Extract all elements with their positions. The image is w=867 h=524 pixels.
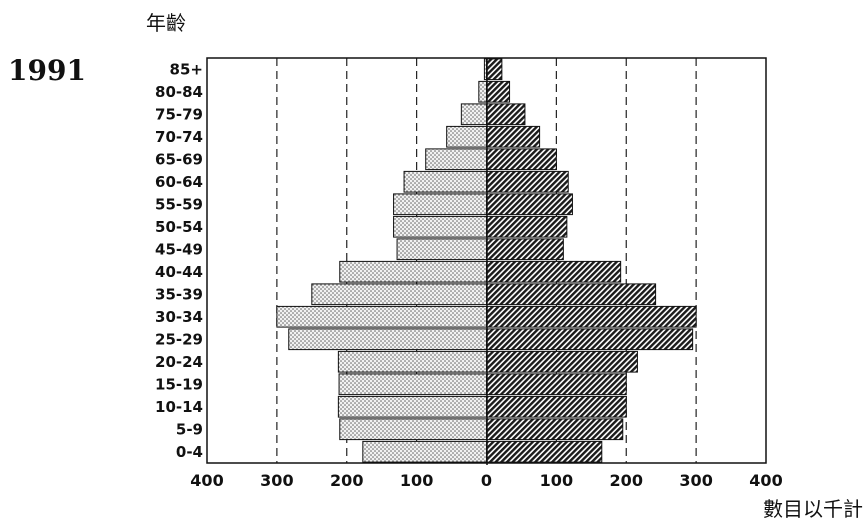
bar-right-40-44 bbox=[486, 260, 622, 283]
bar-right-60-64 bbox=[486, 170, 569, 193]
y-tick-label: 85+ bbox=[170, 60, 203, 78]
bar-left-10-14 bbox=[337, 395, 487, 418]
bar-right-55-59 bbox=[486, 193, 573, 216]
bar-right-10-14 bbox=[486, 395, 627, 418]
y-tick-label: 55-59 bbox=[155, 195, 203, 213]
bar-right-80-84 bbox=[486, 80, 511, 103]
year-label: 1991 bbox=[8, 54, 86, 87]
y-tick-label: 15-19 bbox=[155, 375, 203, 393]
bar-left-60-64 bbox=[403, 170, 487, 193]
x-tick-label: 300 bbox=[260, 471, 293, 490]
x-tick-label: 200 bbox=[610, 471, 643, 490]
bars-group bbox=[276, 58, 697, 463]
bar-right-20-24 bbox=[486, 350, 638, 373]
bar-right-15-19 bbox=[486, 373, 627, 396]
x-axis-title: 數目以千計 bbox=[763, 497, 863, 521]
bar-left-65-69 bbox=[425, 148, 487, 171]
x-tick-label: 300 bbox=[679, 471, 712, 490]
bar-right-50-54 bbox=[486, 215, 568, 238]
bar-left-45-49 bbox=[396, 238, 487, 261]
y-tick-label: 75-79 bbox=[155, 105, 203, 123]
x-tick-labels: 400 300 200 100 0 100 200 300 400 bbox=[190, 471, 782, 490]
y-tick-label: 25-29 bbox=[155, 330, 203, 348]
y-tick-label: 30-34 bbox=[155, 308, 203, 326]
bar-right-65-69 bbox=[486, 148, 557, 171]
y-tick-label: 35-39 bbox=[155, 285, 203, 303]
x-tick-label: 400 bbox=[749, 471, 782, 490]
x-tick-label: 0 bbox=[481, 471, 492, 490]
bar-left-55-59 bbox=[393, 193, 487, 216]
bar-left-5-9 bbox=[339, 418, 488, 441]
x-tick-label: 400 bbox=[190, 471, 223, 490]
bar-left-25-29 bbox=[288, 328, 487, 351]
gridlines bbox=[276, 58, 697, 463]
bar-left-35-39 bbox=[311, 283, 487, 306]
bar-right-30-34 bbox=[486, 305, 697, 328]
bar-left-75-79 bbox=[460, 103, 488, 126]
bar-left-20-24 bbox=[337, 350, 487, 373]
y-tick-label: 5-9 bbox=[176, 420, 203, 438]
y-tick-label: 10-14 bbox=[155, 398, 203, 416]
bar-left-50-54 bbox=[393, 215, 487, 238]
y-axis-title: 年齡 bbox=[146, 11, 186, 35]
bar-right-0-4 bbox=[486, 440, 603, 463]
bar-right-45-49 bbox=[486, 238, 564, 261]
bar-left-30-34 bbox=[276, 305, 487, 328]
y-tick-label: 20-24 bbox=[155, 353, 203, 371]
y-tick-label: 40-44 bbox=[155, 263, 203, 281]
x-tick-label: 100 bbox=[400, 471, 433, 490]
y-tick-label: 65-69 bbox=[155, 150, 203, 168]
bar-left-70-74 bbox=[446, 125, 488, 148]
bar-right-75-79 bbox=[486, 103, 526, 126]
y-tick-label: 80-84 bbox=[155, 83, 203, 101]
y-tick-label: 0-4 bbox=[176, 443, 203, 461]
y-tick-label: 60-64 bbox=[155, 173, 203, 191]
bar-right-35-39 bbox=[486, 283, 657, 306]
bar-left-40-44 bbox=[339, 260, 488, 283]
y-tick-label: 70-74 bbox=[155, 128, 203, 146]
bar-left-80-84 bbox=[478, 80, 488, 103]
y-tick-label: 50-54 bbox=[155, 218, 203, 236]
x-tick-label: 200 bbox=[330, 471, 363, 490]
bar-right-70-74 bbox=[486, 125, 541, 148]
bar-left-15-19 bbox=[338, 373, 487, 396]
bar-left-0-4 bbox=[362, 440, 488, 463]
bar-right-85+ bbox=[486, 58, 503, 81]
x-tick-label: 100 bbox=[540, 471, 573, 490]
plot-frame bbox=[206, 57, 767, 464]
bar-right-25-29 bbox=[486, 328, 694, 351]
bar-right-5-9 bbox=[486, 418, 624, 441]
y-tick-label: 45-49 bbox=[155, 240, 203, 258]
y-tick-labels: 85+ 80-84 75-79 70-74 65-69 60-64 55-59 50-54 45… bbox=[155, 60, 203, 461]
